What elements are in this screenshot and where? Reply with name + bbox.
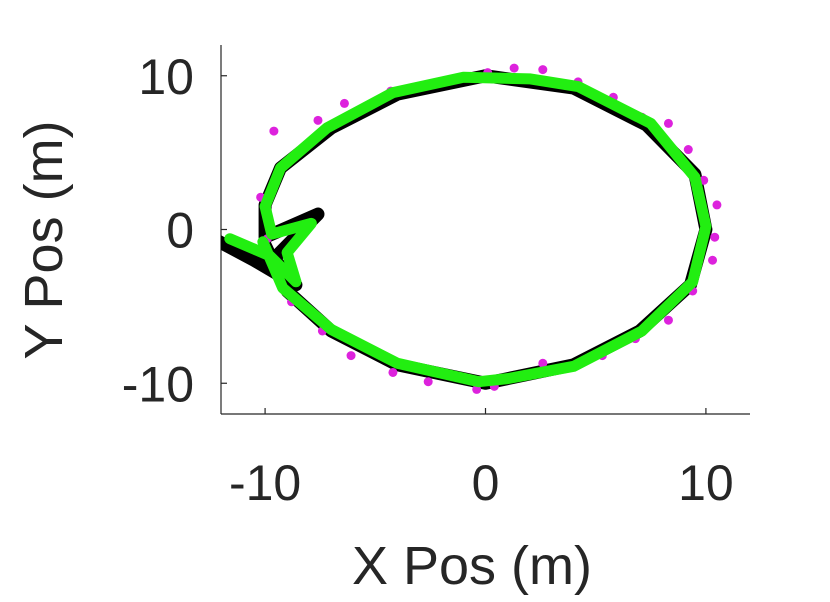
y-axis-title: Y Pos (m) [14,120,74,359]
measurement-point [313,115,323,125]
y-tick-label: -10 [122,356,194,412]
x-tick-label: 10 [678,455,734,511]
measurement-point [708,255,718,265]
estimate-trajectory-line [224,71,712,388]
x-tick-label: -10 [229,455,301,511]
measurement-point [538,65,548,75]
y-tick-label: 0 [166,203,194,259]
measurement-point [388,367,398,377]
measurement-point [712,200,722,210]
measurement-point [683,145,693,155]
axis-ticks: -10 0 10 -10 0 10 [122,49,734,511]
measurement-point [538,358,548,368]
measurement-point [663,118,673,128]
measurement-point [663,315,673,325]
x-axis-title: X Pos (m) [352,536,592,596]
x-tick-label: 0 [472,455,500,511]
measurement-point [423,377,433,387]
measurement-point [339,98,349,108]
measurement-point [509,63,519,73]
measurement-point [346,351,356,361]
y-tick-label: 10 [138,49,194,105]
measurement-point [269,126,279,136]
plot-area [221,63,722,394]
measurement-point [710,232,720,242]
